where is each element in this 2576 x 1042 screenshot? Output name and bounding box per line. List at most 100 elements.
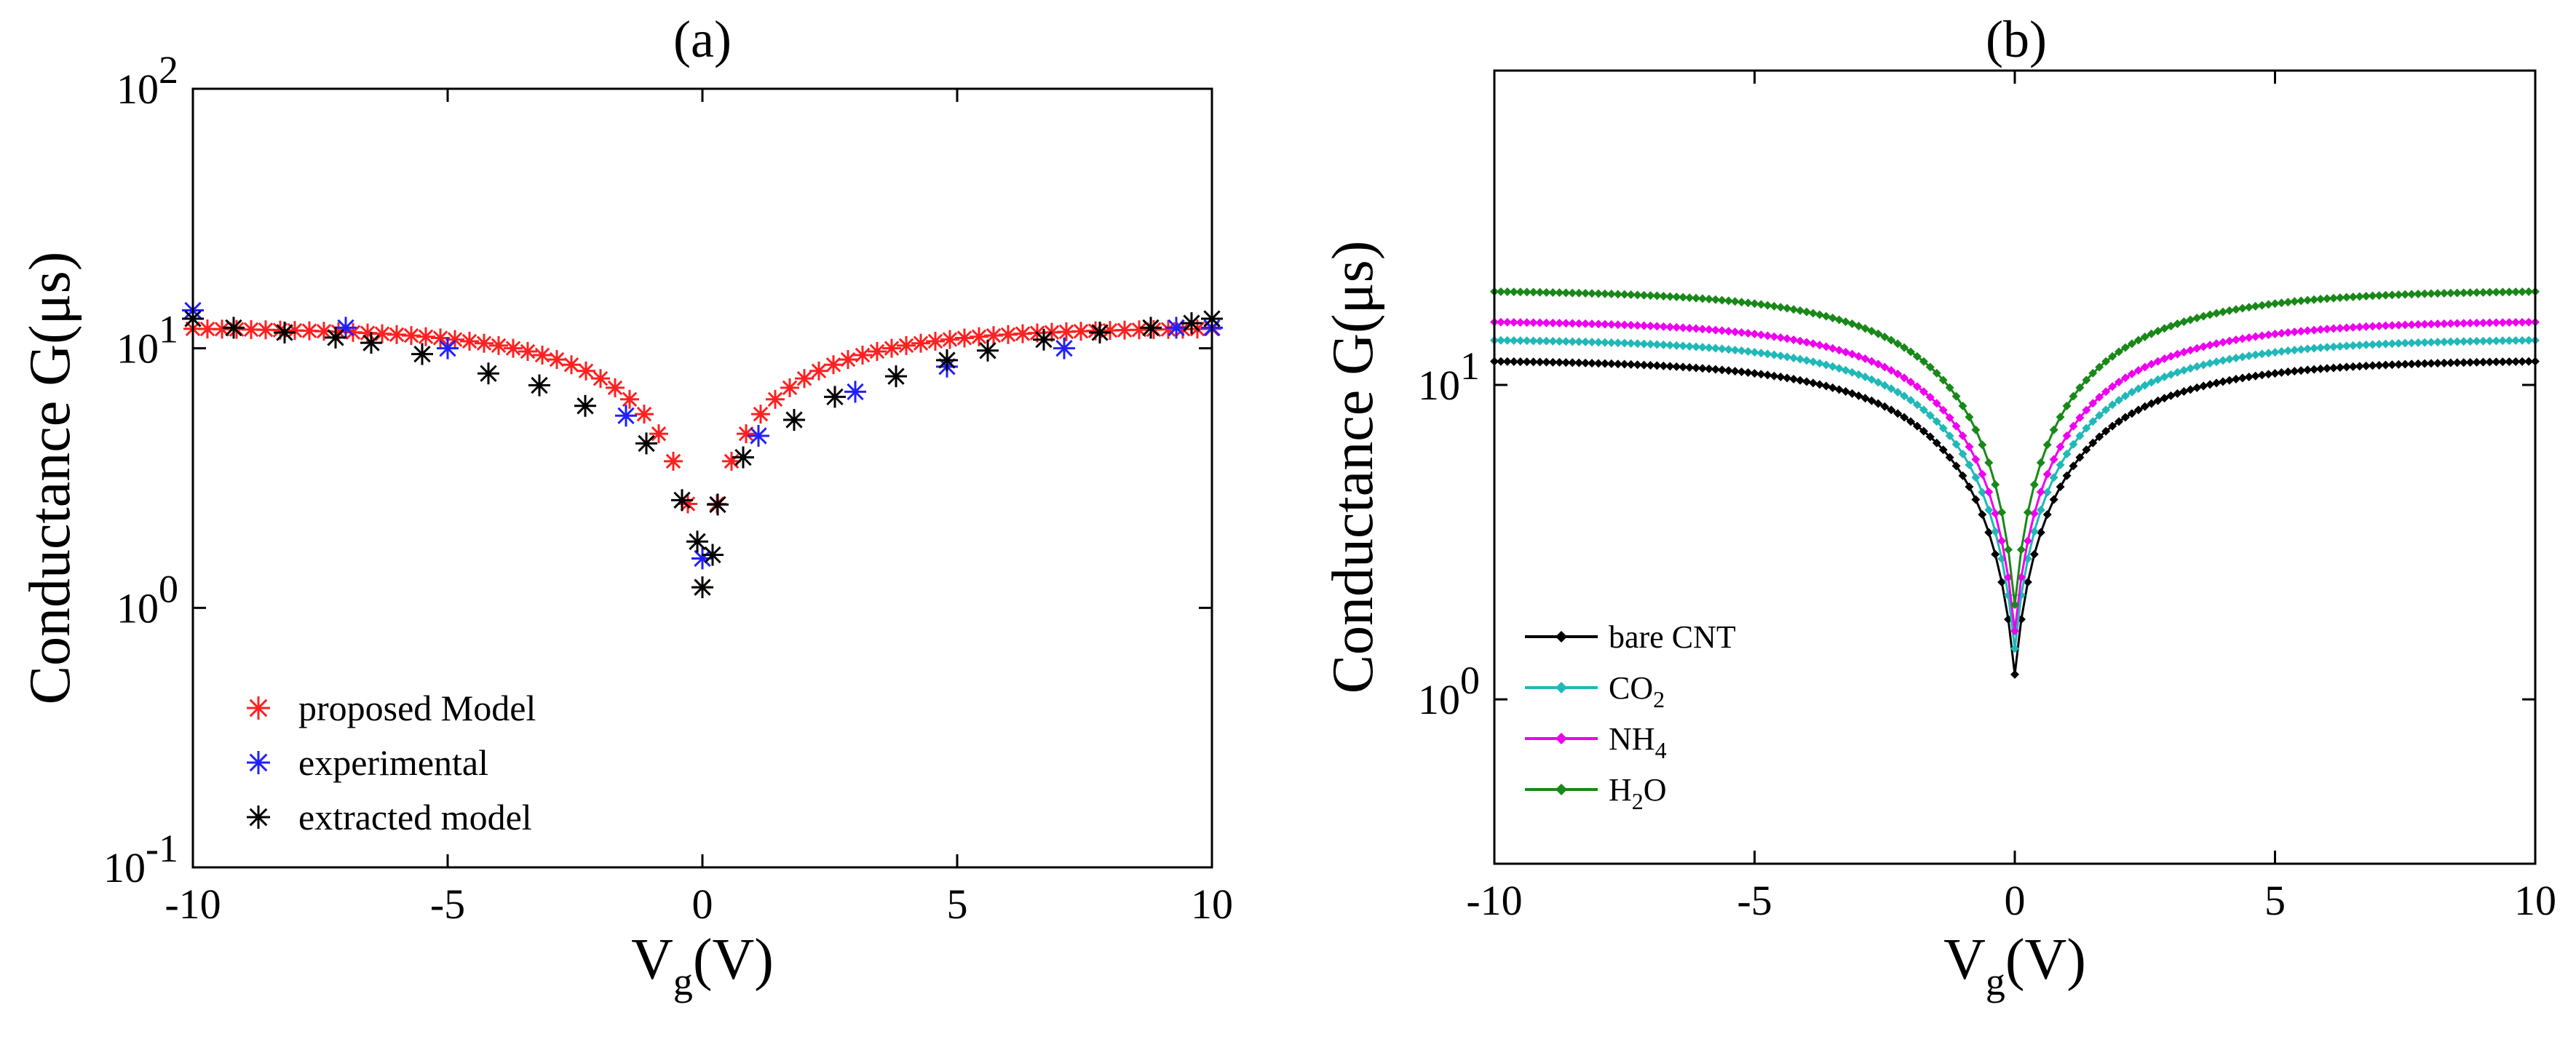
panel-b-point-co2 <box>1938 423 1948 433</box>
panel-b-point-bare-cnt <box>1652 361 1662 370</box>
panel-a-x-tick-label-0: -10 <box>165 880 221 928</box>
panel-b-point-co2 <box>2316 343 2326 352</box>
panel-b-point-bare-cnt <box>1763 370 1772 380</box>
panel-a-point-proposed-model <box>926 331 945 351</box>
panel-a-y-tick-label-3: 102 <box>116 48 178 113</box>
panel-b-point-bare-cnt <box>2492 357 2501 367</box>
panel-b-point-bare-cnt <box>1815 380 1824 389</box>
panel-b-point-co2 <box>2238 352 2247 362</box>
panel-a-point-extracted-model <box>783 409 805 431</box>
panel-b-point-nh4 <box>2115 377 2123 386</box>
panel-b-point-co2 <box>2270 348 2280 357</box>
panel-b-point-co2 <box>2115 395 2123 405</box>
panel-b-point-nh4 <box>1620 320 1629 330</box>
panel-b-point-h2o <box>2257 301 2267 310</box>
panel-a-point-extracted-model <box>1140 317 1162 339</box>
panel-b-point-nh4 <box>2088 399 2098 408</box>
panel-a-point-proposed-model <box>737 424 756 444</box>
panel-b-point-co2 <box>1626 338 1636 348</box>
panel-b-point-co2 <box>1900 391 1909 401</box>
panel-b-point-nh4 <box>1568 319 1577 328</box>
panel-b-point-nh4 <box>1717 326 1727 335</box>
panel-b-point-nh4 <box>2355 322 2364 332</box>
panel-b-point-nh4 <box>2342 323 2351 333</box>
panel-b-point-bare-cnt <box>2140 402 2149 411</box>
panel-b-point-co2 <box>1692 342 1701 351</box>
panel-b-point-bare-cnt <box>2160 394 2169 403</box>
panel-b-point-h2o <box>1900 343 1909 352</box>
panel-b-point-h2o <box>2056 413 2065 422</box>
panel-b-point-nh4 <box>1698 325 1707 334</box>
panel-b-point-co2 <box>2511 336 2521 346</box>
panel-b-point-nh4 <box>2348 322 2358 332</box>
panel-b-point-h2o <box>1783 303 1792 313</box>
panel-b-point-h2o <box>2420 289 2430 298</box>
panel-b-point-nh4 <box>1841 347 1850 357</box>
panel-b-point-co2 <box>1659 340 1668 349</box>
panel-b-point-co2 <box>1639 339 1649 349</box>
panel-a-point-proposed-model <box>606 378 625 397</box>
panel-b-point-nh4 <box>2511 317 2521 327</box>
panel-b-point-bare-cnt <box>1821 381 1831 391</box>
panel-b-point-h2o <box>2459 288 2468 298</box>
panel-b-point-nh4 <box>2374 321 2384 330</box>
panel-a-y-ticks: 10-1 100 101 102 <box>103 48 1212 891</box>
panel-b-point-nh4 <box>2056 442 2065 451</box>
panel-b-point-bare-cnt <box>2394 359 2403 369</box>
panel-b-point-h2o <box>1711 295 1720 304</box>
panel-b-point-h2o <box>2283 298 2293 307</box>
panel-b-point-bare-cnt <box>1912 421 1922 431</box>
panel-b-point-co2 <box>2303 344 2313 354</box>
panel-a-x-axis-label: Vg(V) <box>631 928 774 1003</box>
panel-b-point-nh4 <box>1711 325 1720 335</box>
panel-b-point-co2 <box>2101 405 2111 415</box>
panel-b-point-co2 <box>1574 337 1584 346</box>
panel-b-point-h2o <box>2323 294 2331 303</box>
panel-b-point-bare-cnt <box>2420 359 2430 368</box>
panel-b-point-nh4 <box>1704 325 1713 334</box>
panel-b-point-nh4 <box>1659 322 1668 331</box>
panel-b-point-nh4 <box>1945 413 1954 422</box>
panel-b-series-nh4 <box>1490 317 2540 636</box>
panel-b-point-h2o <box>1692 293 1701 303</box>
panel-b-point-co2 <box>1665 341 1675 350</box>
panel-a-point-proposed-model <box>911 333 930 353</box>
panel-b-point-nh4 <box>1900 373 1909 383</box>
panel-b-point-nh4 <box>1535 318 1545 327</box>
panel-a-point-experimental <box>335 317 357 339</box>
panel-b-title: (b) <box>1986 10 2047 68</box>
panel-b-point-co2 <box>2264 349 2273 358</box>
panel-b-point-nh4 <box>2368 322 2377 331</box>
panel-b-point-h2o <box>2348 292 2358 301</box>
panel-b-point-nh4 <box>2101 387 2111 397</box>
panel-b-point-co2 <box>2478 336 2488 346</box>
panel-b-point-bare-cnt <box>2505 357 2514 367</box>
panel-b-point-h2o <box>1984 458 1994 467</box>
panel-a-point-extracted-model <box>360 332 382 354</box>
panel-a-point-proposed-model <box>809 361 828 381</box>
panel-b-point-h2o <box>2186 315 2195 325</box>
panel-b-point-bare-cnt <box>1887 405 1896 415</box>
panel-b-point-nh4 <box>2173 349 2182 359</box>
panel-a-point-extracted-model <box>824 386 846 408</box>
panel-b-point-nh4 <box>1932 399 1941 408</box>
panel-a-point-proposed-model <box>489 335 508 355</box>
panel-b-point-bare-cnt <box>2368 361 2377 370</box>
panel-b-point-h2o <box>2361 292 2371 301</box>
panel-b-point-nh4 <box>1574 319 1584 328</box>
panel-a-point-extracted-model <box>1181 312 1202 335</box>
panel-b-point-bare-cnt <box>2310 365 2319 374</box>
panel-b-point-bare-cnt <box>1698 364 1707 373</box>
panel-b-point-h2o <box>2101 357 2111 366</box>
panel-b-point-nh4 <box>1834 346 1844 355</box>
panel-b-point-bare-cnt <box>2133 405 2143 415</box>
panel-b-point-bare-cnt <box>1958 471 1967 480</box>
panel-b-point-bare-cnt <box>1588 359 1597 368</box>
panel-b-point-bare-cnt <box>2478 357 2488 367</box>
panel-b-point-bare-cnt <box>1919 426 1928 436</box>
panel-b-point-h2o <box>2082 375 2091 385</box>
panel-b-point-h2o <box>1796 306 1805 315</box>
panel-b-point-h2o <box>1834 315 1844 325</box>
panel-b-point-co2 <box>1555 337 1564 346</box>
panel-b-point-nh4 <box>1887 366 1896 375</box>
